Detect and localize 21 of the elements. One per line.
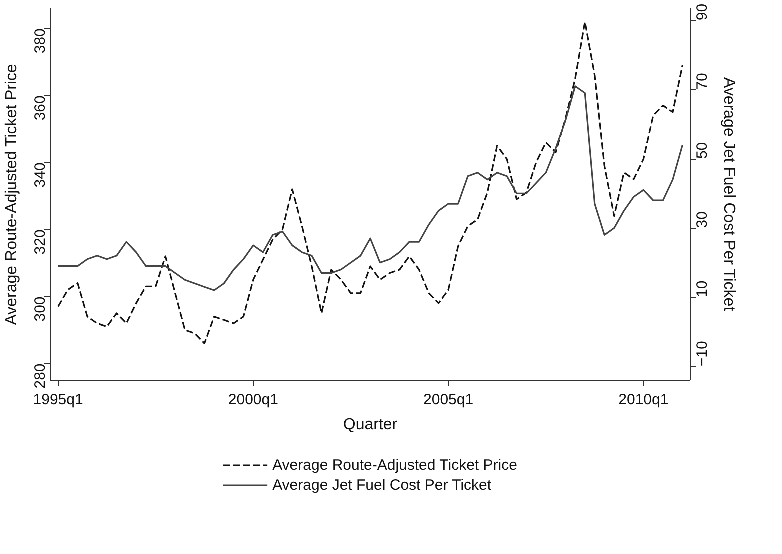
y2-tick-label: 30 xyxy=(694,212,711,228)
y2-tick-label: 10 xyxy=(694,280,711,298)
x-axis-title: Quarter xyxy=(343,416,398,434)
x-tick-label: 2000q1 xyxy=(228,392,278,408)
legend-label: Average Route-Adjusted Ticket Price xyxy=(272,456,518,474)
x-tick-label: 2005q1 xyxy=(424,392,474,408)
y2-tick-label: 90 xyxy=(694,4,711,21)
y-tick-label: 360 xyxy=(32,96,49,121)
y2-tick-label: 50 xyxy=(694,142,711,160)
y-tick-label: 320 xyxy=(32,230,49,255)
y2-axis-title: Average Jet Fuel Cost Per Ticket xyxy=(720,78,738,312)
y-axis-title: Average Route-Adjusted Ticket Price xyxy=(4,64,20,326)
y-tick-label: 340 xyxy=(32,162,49,188)
y-tick-label: 280 xyxy=(32,364,49,389)
y-tick-label: 380 xyxy=(32,28,49,54)
y2-tick-label: −10 xyxy=(694,341,711,367)
y-tick-label: 300 xyxy=(32,296,49,322)
legend-label: Average Jet Fuel Cost Per Ticket xyxy=(272,476,492,494)
x-tick-label: 1995q1 xyxy=(33,392,84,408)
y2-tick-label: 70 xyxy=(694,73,711,90)
x-tick-label: 2010q1 xyxy=(618,392,669,408)
